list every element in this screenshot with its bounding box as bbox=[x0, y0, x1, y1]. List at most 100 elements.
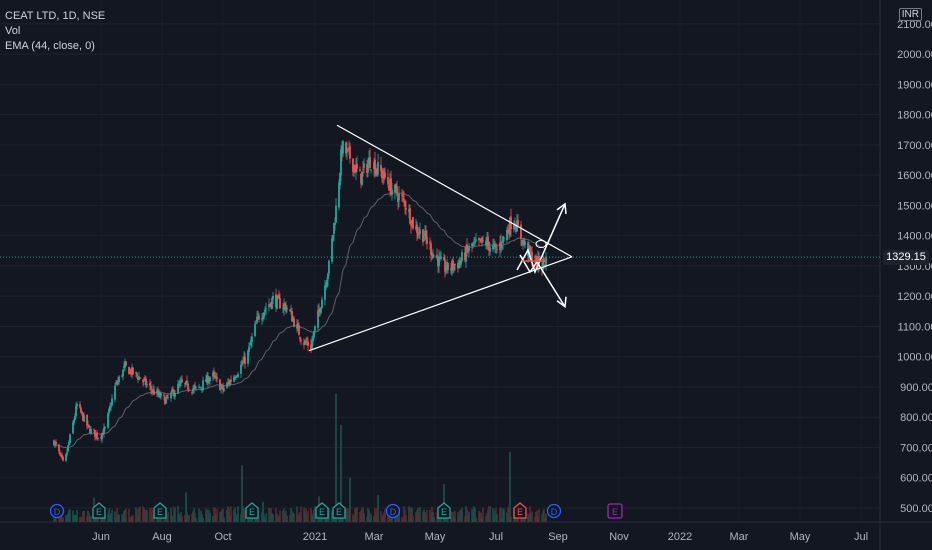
candle-body bbox=[205, 379, 207, 382]
candle-body bbox=[485, 241, 487, 246]
volume-bar bbox=[298, 515, 300, 522]
candle-body bbox=[170, 392, 172, 399]
candle-body bbox=[353, 165, 355, 173]
volume-bar bbox=[368, 509, 370, 522]
candle-body bbox=[272, 295, 274, 300]
candle-body bbox=[254, 324, 256, 337]
candle-body bbox=[62, 456, 64, 461]
candle-body bbox=[179, 382, 181, 386]
badge-label: E bbox=[336, 507, 342, 517]
volume-bar bbox=[178, 513, 180, 522]
volume-bar bbox=[269, 508, 271, 522]
volume-bar bbox=[240, 514, 242, 522]
candle-body bbox=[487, 236, 489, 245]
candle-body bbox=[103, 427, 105, 434]
volume-bar bbox=[353, 515, 355, 522]
candle-body bbox=[325, 285, 327, 287]
symbol-legend[interactable]: CEAT LTD, 1D, NSE bbox=[5, 10, 106, 22]
candle-body bbox=[324, 285, 326, 300]
candle-body bbox=[367, 163, 369, 173]
y-tick-label: 800.00 bbox=[900, 412, 932, 424]
candle-body bbox=[149, 383, 151, 386]
candle-body bbox=[439, 257, 441, 259]
candle-body bbox=[339, 173, 341, 186]
y-tick-label: 600.00 bbox=[900, 473, 932, 485]
candle-body bbox=[423, 237, 425, 242]
badge-label: E bbox=[441, 507, 447, 517]
candle-body bbox=[522, 239, 524, 244]
candle-body bbox=[80, 407, 82, 413]
candle-body bbox=[355, 165, 357, 173]
candle-body bbox=[117, 380, 119, 384]
candle-body bbox=[93, 429, 95, 431]
candle-body bbox=[503, 237, 505, 239]
candle-body bbox=[201, 388, 203, 390]
candle-body bbox=[244, 357, 246, 364]
candle-body bbox=[303, 342, 305, 345]
candle-body bbox=[542, 259, 544, 271]
volume-bar bbox=[509, 451, 511, 522]
candle-body bbox=[403, 198, 405, 200]
candle-body bbox=[223, 388, 225, 391]
volume-bar bbox=[306, 515, 308, 522]
candle-body bbox=[311, 341, 313, 349]
volume-bar bbox=[297, 513, 299, 522]
volume-bar bbox=[388, 511, 390, 522]
volume-bar bbox=[493, 516, 495, 522]
candle-body bbox=[461, 252, 463, 261]
candle-body bbox=[520, 224, 522, 240]
volume-bar bbox=[90, 516, 92, 522]
volume-bar bbox=[472, 508, 474, 522]
volume-bar bbox=[107, 513, 109, 522]
candle-body bbox=[529, 245, 531, 254]
volume-bar bbox=[262, 501, 264, 522]
ema-legend[interactable]: EMA (44, close, 0) bbox=[5, 40, 95, 52]
candle-body bbox=[493, 243, 495, 245]
candle-body bbox=[135, 371, 137, 373]
candle-body bbox=[383, 170, 385, 180]
volume-bar bbox=[531, 511, 533, 522]
volume-bar bbox=[412, 516, 414, 522]
candle-body bbox=[460, 260, 462, 265]
volume-bar bbox=[88, 512, 90, 522]
candle-body bbox=[457, 262, 459, 269]
volume-bar bbox=[468, 511, 470, 522]
volume-bar bbox=[69, 509, 71, 522]
candle-body bbox=[114, 385, 116, 400]
candle-body bbox=[198, 386, 200, 388]
volume-bar bbox=[453, 516, 455, 522]
triangle-lower-line bbox=[308, 256, 573, 352]
currency-badge[interactable]: INR bbox=[898, 8, 922, 21]
candle-body bbox=[199, 387, 201, 388]
candle-body bbox=[187, 383, 189, 390]
candle-body bbox=[481, 237, 483, 243]
volume-bar bbox=[200, 510, 202, 522]
candle-body bbox=[152, 389, 154, 391]
candle-body bbox=[373, 161, 375, 170]
volume-bar bbox=[222, 508, 224, 522]
candle-body bbox=[121, 375, 123, 377]
dividend-badge bbox=[385, 503, 401, 519]
volume-bar bbox=[226, 509, 228, 522]
earnings-badge bbox=[92, 502, 106, 519]
candle-body bbox=[377, 162, 379, 175]
candle-body bbox=[321, 299, 323, 309]
volume-bar bbox=[530, 513, 532, 522]
volume-bar bbox=[237, 506, 239, 522]
volume-bar bbox=[187, 515, 189, 522]
candle-body bbox=[416, 224, 418, 234]
volume-bar bbox=[417, 507, 419, 522]
volume-bar bbox=[431, 506, 433, 522]
volume-bar bbox=[60, 512, 62, 522]
volume-bar bbox=[528, 516, 530, 522]
volume-legend[interactable]: Vol bbox=[5, 25, 21, 37]
volume-bar bbox=[481, 517, 483, 522]
candle-body bbox=[531, 251, 533, 264]
candle-body bbox=[236, 375, 238, 377]
candle-body bbox=[327, 273, 329, 280]
candle-body bbox=[345, 142, 347, 154]
candle-body bbox=[286, 308, 288, 310]
volume-bar bbox=[310, 508, 312, 522]
volume-bar bbox=[235, 514, 237, 522]
